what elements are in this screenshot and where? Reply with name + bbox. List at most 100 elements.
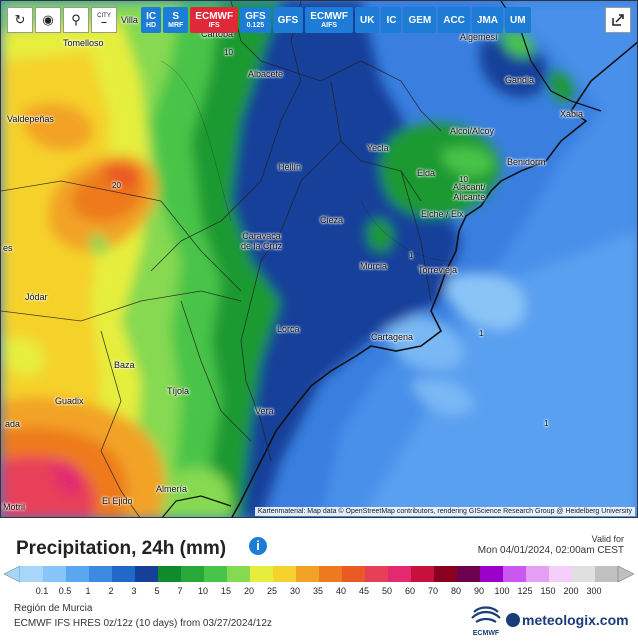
refresh-icon[interactable]: ↻ xyxy=(7,7,33,33)
city-label-icon[interactable]: CITY ⎯ xyxy=(91,7,117,33)
model-button-gem[interactable]: GEM xyxy=(403,7,437,33)
model-button-gfs[interactable]: GFS xyxy=(272,7,304,33)
scale-tick-label: 40 xyxy=(335,586,347,596)
meteologix-logo[interactable]: meteologix.com xyxy=(506,612,629,628)
model-button-label: ECMWF xyxy=(310,10,348,22)
city-label-cartagena: Cartagena xyxy=(371,332,414,342)
precipitation-field xyxy=(1,1,637,517)
model-button-sublabel: 0.125 xyxy=(246,21,265,29)
scale-tick-label: 7 xyxy=(177,586,183,596)
city-label-xabia: Xàbia xyxy=(560,109,584,119)
city-label-murcia: Murcia xyxy=(360,261,388,271)
scale-swatch xyxy=(296,566,320,582)
scale-swatch xyxy=(457,566,481,582)
model-button-ecmwf-aifs[interactable]: ECMWF AIFS xyxy=(305,7,353,33)
scale-tick-label: 5 xyxy=(154,586,160,596)
scale-tick-label: 125 xyxy=(517,586,533,596)
scale-tick-label: 100 xyxy=(494,586,510,596)
legend-title: Precipitation, 24h (mm) xyxy=(16,538,227,559)
zoom-icon[interactable]: ⚲ xyxy=(63,7,89,33)
region-name: Región de Murcia xyxy=(14,603,93,614)
scale-tick-label: 2 xyxy=(108,586,114,596)
city-label-yecla: Yecla xyxy=(367,143,389,153)
city-label-hellin: Hellín xyxy=(278,162,302,172)
city-label-valdepenas: Valdepeñas xyxy=(7,114,54,124)
scale-tick-label: 25 xyxy=(266,586,278,596)
model-button-s-mrf[interactable]: S MRF xyxy=(163,7,189,33)
city-label-benidorm: Benidorm xyxy=(507,157,546,167)
scale-swatch xyxy=(365,566,389,582)
model-button-label: GFS xyxy=(245,10,266,22)
scale-tick-label: 0.5 xyxy=(58,586,72,596)
location-pin-icon[interactable]: ◉ xyxy=(35,7,61,33)
scale-swatch xyxy=(181,566,205,582)
city-label-almeria: Almería xyxy=(156,484,188,494)
scale-swatch xyxy=(227,566,251,582)
scale-tick-label: 90 xyxy=(473,586,485,596)
city-label-caravaca: Caravaca de la Cruz xyxy=(241,231,283,251)
scale-tick-label: 15 xyxy=(220,586,232,596)
scale-tick-label: 80 xyxy=(450,586,462,596)
city-label-elche: Elche / Elx xyxy=(421,209,464,219)
model-button-sublabel: MRF xyxy=(168,21,184,29)
model-selector: IC HD S MRF ECMWF IFS GFS 0.125 GFS ECMWF AIFS UK IC… xyxy=(141,7,531,33)
scale-tick-label: 30 xyxy=(289,586,301,596)
contour-label: 20 xyxy=(112,181,121,190)
model-button-jma[interactable]: JMA xyxy=(471,7,504,33)
scale-arrow-right xyxy=(617,565,635,583)
scale-swatch xyxy=(89,566,113,582)
city-label-baza: Baza xyxy=(114,360,135,370)
scale-swatch xyxy=(434,566,458,582)
scale-swatch xyxy=(204,566,228,582)
city-label-el-ejido: El Ejido xyxy=(102,496,133,506)
scale-swatch xyxy=(388,566,412,582)
scale-tick-label: 3 xyxy=(131,586,137,596)
model-run: ECMWF IFS HRES 0z/12z (10 days) from 03/… xyxy=(14,618,272,629)
valid-time: Mon 04/01/2024, 02:00am CEST xyxy=(477,545,624,556)
model-button-sublabel: AIFS xyxy=(321,21,338,29)
scale-swatch xyxy=(273,566,297,582)
model-button-uk[interactable]: UK xyxy=(354,7,380,33)
city-label-tijola: Tíjola xyxy=(167,386,190,396)
color-scale xyxy=(3,565,635,583)
city-label-cieza: Cieza xyxy=(320,215,344,225)
scale-swatch xyxy=(20,566,44,582)
scale-arrow-left xyxy=(3,565,21,583)
model-button-label: JMA xyxy=(476,14,499,26)
model-button-ic-hd[interactable]: IC HD xyxy=(141,7,162,33)
scale-tick-label: 35 xyxy=(312,586,324,596)
model-button-sublabel: HD xyxy=(146,21,157,29)
map-attribution: Kartenmaterial: Map data © OpenStreetMap… xyxy=(254,507,635,516)
model-button-acc[interactable]: ACC xyxy=(438,7,470,33)
scale-tick-label: 150 xyxy=(540,586,556,596)
scale-swatch xyxy=(342,566,366,582)
contour-label: 1 xyxy=(544,419,549,428)
city-label-es: es xyxy=(3,243,13,253)
precipitation-map[interactable]: 1 10 10 1 1 20 Villa Tomelloso Cartoba A… xyxy=(0,0,638,518)
scale-tick-label: 50 xyxy=(381,586,393,596)
scale-swatch xyxy=(250,566,274,582)
scale-swatch xyxy=(135,566,159,582)
model-button-label: GFS xyxy=(277,14,299,26)
share-icon[interactable] xyxy=(605,7,631,33)
info-icon[interactable]: i xyxy=(249,537,267,555)
scale-tick-label: 45 xyxy=(358,586,370,596)
model-button-ic[interactable]: IC xyxy=(381,7,402,33)
scale-swatch xyxy=(595,566,619,582)
model-button-label: S xyxy=(172,10,180,22)
scale-swatch xyxy=(572,566,596,582)
scale-tick-label: 70 xyxy=(427,586,439,596)
model-button-gfs-0.125[interactable]: GFS 0.125 xyxy=(240,7,271,33)
model-button-um[interactable]: UM xyxy=(505,7,531,33)
model-button-label: GEM xyxy=(408,14,432,26)
city-label-jodar: Jódar xyxy=(25,292,48,302)
contour-label: 1 xyxy=(479,329,484,338)
model-button-sublabel: IFS xyxy=(208,21,220,29)
city-label-vera: Vera xyxy=(255,406,274,416)
model-button-ecmwf-ifs[interactable]: ECMWF IFS xyxy=(190,7,239,33)
ecmwf-logo: ECMWF xyxy=(466,606,506,638)
contour-label: 10 xyxy=(224,48,233,57)
map-toolbar: ↻ ◉ ⚲ CITY ⎯ xyxy=(7,7,117,33)
contour-label: 1 xyxy=(409,251,414,260)
model-button-label: ECMWF xyxy=(195,10,234,22)
